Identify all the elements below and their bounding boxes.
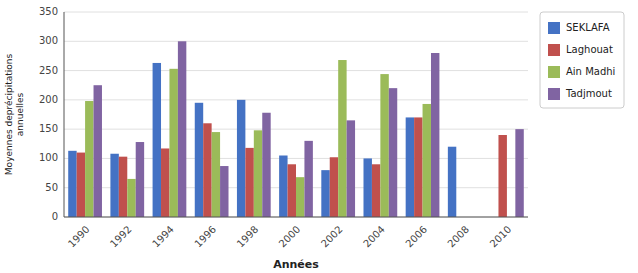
x-tick-label: 1994 [150,224,176,250]
bar [448,147,456,217]
x-tick-label: 2008 [445,224,471,250]
bar [136,142,144,217]
x-tick-label: 1996 [192,224,218,250]
bar [178,41,186,217]
y-axis-label-line: Moyennes deprécipitations [4,54,14,176]
grid-line [64,70,528,71]
x-tick-label: 2010 [488,224,514,250]
bar [110,154,118,217]
bar [321,170,329,217]
bar [94,85,102,217]
legend-label: Tadjmout [565,88,612,99]
bar [153,63,161,217]
x-axis-line [64,217,528,218]
legend-label: Laghouat [566,44,613,55]
bar [254,130,262,217]
grid-line [64,99,528,100]
y-axis-label: Moyennes deprécipitationsannuelles [4,54,25,176]
bar [85,101,93,217]
x-tick-label: 2004 [361,224,387,250]
bar [406,117,414,217]
bars [68,41,524,217]
chart-svg: 0 50 100 150 200 250 300 350 1990 1992 1994 1996 199… [0,0,638,273]
y-tick-label: 300 [39,35,58,46]
grid-line [64,129,528,130]
bar [237,100,245,217]
bar [347,120,355,217]
bar [203,123,211,217]
x-tick-label: 1992 [108,224,134,250]
legend: SEKLAFA Laghouat Ain Madhi Tadjmout [540,12,624,108]
bar [363,158,371,217]
bar [498,135,506,217]
legend-swatch [548,88,560,100]
y-tick-label: 150 [39,123,58,134]
bar [161,148,169,217]
grid-line [64,41,528,42]
legend-swatch [548,22,560,34]
grid-line [64,12,528,13]
bar [431,53,439,217]
x-tick-label: 2000 [277,224,303,250]
bar [279,156,287,218]
bar [380,74,388,217]
bar [372,164,380,217]
grid-line [64,158,528,159]
y-axis-label-line: annuelles [15,93,25,137]
bar [423,104,431,217]
bar [389,88,397,217]
chart-container: 0 50 100 150 200 250 300 350 1990 1992 1994 1996 199… [0,0,638,273]
bar [330,157,338,217]
bar [127,179,135,217]
x-tick-label: 2006 [403,224,429,250]
bar [245,148,253,217]
y-tick-label: 350 [39,6,58,17]
x-tick-label: 2002 [319,224,345,250]
bar [304,141,312,217]
grid-line [64,217,528,218]
bar [288,164,296,217]
y-tick-label: 0 [52,211,58,222]
bar [195,103,203,217]
y-tick-label: 100 [39,152,58,163]
bar [262,113,270,217]
legend-swatch [548,66,560,78]
bar [68,151,76,217]
bar [220,166,228,217]
legend-label: SEKLAFA [566,22,610,33]
bar [169,69,177,217]
bar [212,132,220,217]
grid [64,12,528,217]
y-tick-label: 200 [39,94,58,105]
y-tick-label: 50 [45,182,58,193]
x-axis-label: Années [273,258,319,271]
bar [414,117,422,217]
y-axis-line [64,12,65,217]
bar [515,129,523,217]
x-tick-label: 1990 [66,224,92,250]
legend-frame [540,12,624,108]
bar [338,60,346,217]
bar [296,177,304,217]
legend-label: Ain Madhi [566,66,615,77]
bar [119,157,127,217]
y-tick-label: 250 [39,65,58,76]
x-tick-label: 1998 [235,224,261,250]
legend-swatch [548,44,560,56]
bar [77,153,85,217]
